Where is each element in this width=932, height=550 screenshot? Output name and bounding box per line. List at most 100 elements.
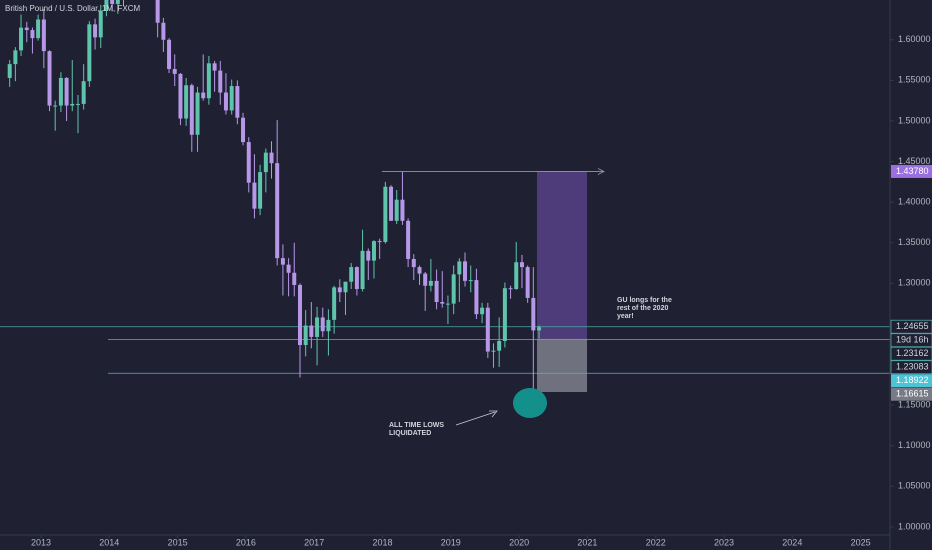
candle-body	[93, 24, 98, 38]
candle-body	[41, 19, 46, 52]
candle-body	[497, 340, 502, 351]
candle-body	[508, 288, 513, 290]
y-tick-label: 1.60000	[898, 34, 931, 44]
candle-body	[36, 19, 41, 39]
y-tick-label: 1.45000	[898, 156, 931, 166]
candle-body	[514, 262, 519, 290]
candle-body	[223, 92, 228, 111]
candle-body	[269, 152, 274, 164]
x-tick-label: 2020	[509, 537, 529, 547]
candle-body	[201, 92, 206, 99]
candle-body	[64, 77, 69, 106]
x-tick-label: 2022	[646, 537, 666, 547]
y-tick-label: 1.55000	[898, 75, 931, 85]
candle-body	[468, 280, 473, 282]
note-arrow	[455, 411, 496, 426]
y-tick-label: 1.40000	[898, 197, 931, 207]
y-tick-label: 1.15000	[898, 399, 931, 409]
candle-body	[457, 261, 462, 275]
candle-body	[13, 50, 18, 65]
candle-body	[87, 24, 92, 82]
candle-body	[161, 22, 166, 40]
candle-body	[241, 117, 246, 143]
price-tag-label: 1.43780	[896, 166, 929, 176]
candle-body	[81, 81, 86, 104]
candle-body	[332, 287, 337, 320]
x-tick-label: 2018	[372, 537, 392, 547]
note-arrow-head	[489, 410, 498, 418]
candle-body	[400, 199, 405, 221]
candle-body	[47, 51, 52, 106]
x-tick-label: 2025	[851, 537, 871, 547]
countdown-tag	[890, 333, 932, 348]
candle-body	[172, 69, 177, 74]
candle-body	[246, 142, 251, 183]
candle-body	[337, 287, 342, 293]
price-tag	[890, 319, 932, 334]
chart-title: British Pound / U.S. Dollar, 1M, FXCM	[5, 4, 140, 13]
countdown-label: 19d 16h	[896, 335, 929, 345]
candle-body	[428, 280, 433, 286]
y-tick-label: 1.10000	[898, 440, 931, 450]
candle-body	[423, 273, 428, 286]
price-tag	[890, 346, 932, 361]
x-tick-label: 2024	[782, 537, 802, 547]
candle-body	[30, 30, 35, 39]
price-tag	[891, 374, 932, 388]
candle-body	[537, 327, 542, 331]
price-tag	[891, 387, 932, 401]
position-stop-zone	[537, 338, 587, 392]
x-tick-label: 2017	[304, 537, 324, 547]
y-tick-label: 1.30000	[898, 278, 931, 288]
candle-body	[235, 86, 240, 118]
candle-body	[212, 63, 217, 71]
candle-body	[155, 0, 160, 23]
candle-body	[275, 163, 280, 259]
candle-body	[360, 250, 365, 290]
candle-body	[110, 0, 115, 5]
x-tick-label: 2013	[31, 537, 51, 547]
candle-body	[104, 0, 109, 11]
candle-body	[297, 284, 302, 346]
candle-body	[70, 103, 75, 106]
candle-body	[167, 39, 172, 70]
plot-area	[0, 0, 890, 413]
candle-body	[320, 317, 325, 332]
price-tag-label: 1.23162	[896, 348, 929, 358]
candle-body	[417, 267, 422, 274]
x-tick-label: 2023	[714, 537, 734, 547]
target-arrow-head	[597, 168, 605, 175]
candle-body	[343, 281, 348, 293]
candle-body	[263, 152, 268, 173]
candle-body	[184, 85, 189, 119]
price-tag-label: 1.18922	[896, 375, 929, 385]
candle-body	[349, 267, 354, 282]
candle-body	[115, 0, 120, 5]
candle-body	[252, 182, 257, 209]
candle-body	[366, 250, 371, 261]
candle-body	[411, 258, 416, 268]
candle-body	[394, 199, 399, 221]
candle-body	[292, 272, 297, 285]
candle-body	[280, 258, 285, 265]
candle-body	[383, 186, 388, 242]
candle-body	[286, 264, 291, 273]
price-tag	[890, 360, 932, 375]
candle-body	[389, 186, 394, 221]
position-target-zone	[537, 171, 587, 339]
x-tick-label: 2021	[577, 537, 597, 547]
candle-body	[474, 280, 479, 315]
candle-body	[480, 307, 485, 315]
candle-body	[531, 297, 536, 331]
candle-body	[315, 317, 320, 337]
candle-body	[189, 85, 194, 135]
candle-body	[19, 27, 24, 51]
candle-body	[229, 86, 234, 111]
candle-body	[406, 220, 411, 259]
price-tag	[891, 164, 932, 178]
price-tag-label: 1.16615	[896, 389, 929, 399]
annotation: ALL TIME LOWS LIQUIDATED	[389, 422, 445, 437]
candle-body	[445, 303, 450, 305]
